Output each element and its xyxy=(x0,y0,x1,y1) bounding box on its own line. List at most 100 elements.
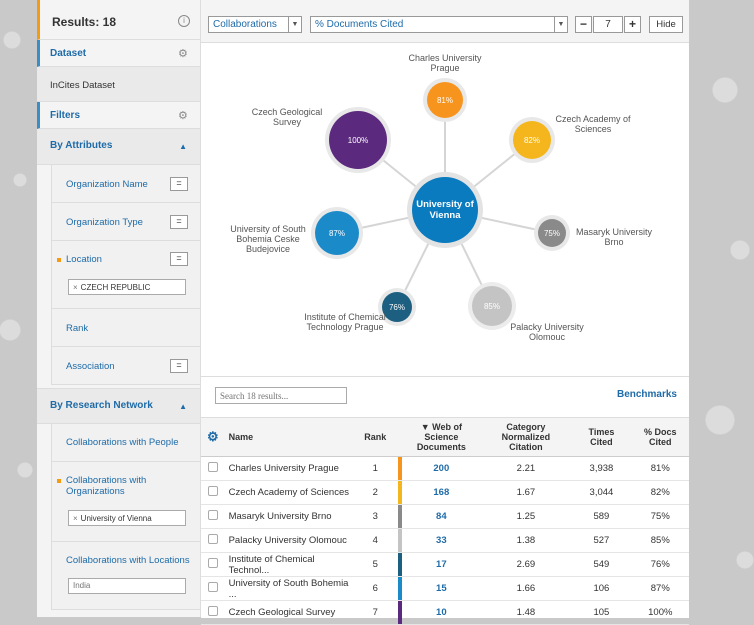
caret-up-icon[interactable]: ▲ xyxy=(179,142,187,151)
gear-icon[interactable]: ⚙ xyxy=(178,110,188,122)
remove-tag-icon[interactable]: × xyxy=(73,514,78,523)
row-times-cited: 3,938 xyxy=(571,456,632,481)
filter-equals-button[interactable]: = xyxy=(170,215,188,229)
node-pct: 76% xyxy=(389,303,405,312)
table-row[interactable]: Czech Geological Survey 7 10 1.48 105 100% xyxy=(201,600,689,625)
filter-rank[interactable]: Rank xyxy=(51,309,200,347)
metric-select[interactable]: % Documents Cited ▼ xyxy=(310,16,568,33)
row-checkbox[interactable] xyxy=(207,462,218,472)
node-palacky-university[interactable]: 85% xyxy=(468,282,516,330)
table-row[interactable]: University of South Bohemia ... 6 15 1.66 10… xyxy=(201,576,689,601)
app-window: Results: 18 i Dataset ⚙ InCites Dataset … xyxy=(37,0,689,625)
row-checkbox[interactable] xyxy=(207,582,218,592)
row-rank: 4 xyxy=(352,528,398,553)
row-cnc: 1.66 xyxy=(480,576,572,601)
col-name[interactable]: Name xyxy=(224,417,353,457)
row-checkbox[interactable] xyxy=(207,534,218,544)
increase-count-button[interactable]: + xyxy=(624,16,641,33)
collab-org-tag: University of Vienna xyxy=(80,514,152,523)
row-checkbox[interactable] xyxy=(207,606,218,616)
node-university-south-bohemia[interactable]: 87% xyxy=(311,207,363,259)
center-node[interactable] xyxy=(412,177,478,243)
node-label-czech-academy: Czech Academy of Sciences xyxy=(555,114,631,134)
row-wos-documents[interactable]: 10 xyxy=(402,600,481,625)
table-row[interactable]: Palacky University Olomouc 4 33 1.38 527 85% xyxy=(201,528,689,553)
col-rank[interactable]: Rank xyxy=(352,417,398,457)
row-checkbox-cell[interactable] xyxy=(201,528,225,553)
row-name[interactable]: Czech Geological Survey xyxy=(224,600,353,625)
filter-organization-name[interactable]: Organization Name = xyxy=(51,165,200,203)
info-icon[interactable]: i xyxy=(178,15,190,27)
active-filter-marker xyxy=(57,479,61,483)
col-times-cited[interactable]: Times Cited xyxy=(571,417,632,457)
row-checkbox-cell[interactable] xyxy=(201,552,225,577)
filter-collab-people[interactable]: Collaborations with People xyxy=(51,424,200,462)
benchmarks-link[interactable]: Benchmarks xyxy=(616,389,677,400)
col-category-normalized-citation[interactable]: Category Normalized Citation xyxy=(480,417,572,457)
row-checkbox[interactable] xyxy=(207,510,218,520)
row-pct-docs-cited: 81% xyxy=(631,456,689,481)
row-checkbox-cell[interactable] xyxy=(201,456,225,481)
row-checkbox[interactable] xyxy=(207,486,218,496)
hide-button[interactable]: Hide xyxy=(649,16,683,33)
row-name[interactable]: Czech Academy of Sciences xyxy=(224,480,353,505)
row-name[interactable]: Masaryk University Brno xyxy=(224,504,353,529)
table-row[interactable]: Institute of Chemical Technol... 5 17 2.69 5… xyxy=(201,552,689,577)
decrease-count-button[interactable]: − xyxy=(575,16,592,33)
row-cnc: 1.38 xyxy=(480,528,572,553)
col-wos-documents[interactable]: ▼ Web of Science Documents xyxy=(402,417,481,457)
row-checkbox-cell[interactable] xyxy=(201,504,225,529)
row-rank: 5 xyxy=(352,552,398,577)
dataset-header[interactable]: Dataset ⚙ xyxy=(37,40,200,67)
by-research-network-header[interactable]: By Research Network ▲ xyxy=(37,388,200,424)
node-institute-chemical-technology[interactable]: 76% xyxy=(378,288,416,326)
node-label-masaryk: Masaryk University Brno xyxy=(575,227,652,247)
row-wos-documents[interactable]: 168 xyxy=(402,480,481,505)
row-name[interactable]: Palacky University Olomouc xyxy=(224,528,353,553)
row-wos-documents[interactable]: 15 xyxy=(402,576,481,601)
collab-org-tag-input[interactable]: × University of Vienna xyxy=(68,510,186,526)
row-name[interactable]: Institute of Chemical Technol... xyxy=(224,552,353,577)
row-wos-documents[interactable]: 84 xyxy=(402,504,481,529)
node-czech-geological-survey[interactable]: 100% xyxy=(325,107,391,173)
table-row[interactable]: Masaryk University Brno 3 84 1.25 589 75% xyxy=(201,504,689,529)
column-settings[interactable]: ⚙ xyxy=(201,417,225,457)
node-masaryk-university[interactable]: 75% xyxy=(534,215,570,251)
filter-association[interactable]: Association = xyxy=(51,347,200,385)
row-name[interactable]: University of South Bohemia ... xyxy=(224,576,353,601)
row-checkbox-cell[interactable] xyxy=(201,480,225,505)
row-checkbox[interactable] xyxy=(207,558,218,568)
filter-equals-button[interactable]: = xyxy=(170,177,188,191)
caret-up-icon[interactable]: ▲ xyxy=(179,402,187,411)
row-checkbox-cell[interactable] xyxy=(201,576,225,601)
node-charles-university[interactable]: 81% xyxy=(423,78,467,122)
gear-icon[interactable]: ⚙ xyxy=(206,429,219,444)
search-input[interactable] xyxy=(215,387,347,404)
row-cnc: 1.48 xyxy=(480,600,572,625)
filter-organization-type-label: Organization Type xyxy=(66,217,143,228)
location-tag-input[interactable]: × CZECH REPUBLIC xyxy=(68,279,186,295)
row-checkbox-cell[interactable] xyxy=(201,600,225,625)
filter-equals-button[interactable]: = xyxy=(170,252,188,266)
node-czech-academy[interactable]: 82% xyxy=(509,117,555,163)
filter-collab-locations[interactable]: Collaborations with Locations xyxy=(51,542,200,610)
table-row[interactable]: Czech Academy of Sciences 2 168 1.67 3,044 82… xyxy=(201,480,689,505)
filter-collab-organizations[interactable]: Collaborations with Organizations × Unive… xyxy=(51,462,200,542)
row-wos-documents[interactable]: 33 xyxy=(402,528,481,553)
remove-tag-icon[interactable]: × xyxy=(73,283,78,292)
filter-location[interactable]: Location = × CZECH REPUBLIC xyxy=(51,241,200,309)
row-wos-documents[interactable]: 200 xyxy=(402,456,481,481)
filters-header[interactable]: Filters ⚙ xyxy=(37,102,200,129)
table-row[interactable]: Charles University Prague 1 200 2.21 3,938 81… xyxy=(201,456,689,481)
dataset-value-row[interactable]: InCites Dataset xyxy=(37,67,200,102)
row-name[interactable]: Charles University Prague xyxy=(224,456,353,481)
col-pct-docs-cited[interactable]: % Docs Cited xyxy=(631,417,689,457)
filter-organization-type[interactable]: Organization Type = xyxy=(51,203,200,241)
collab-locations-input[interactable] xyxy=(68,578,186,594)
filter-equals-button[interactable]: = xyxy=(170,359,188,373)
count-input[interactable]: 7 xyxy=(593,16,623,33)
gear-icon[interactable]: ⚙ xyxy=(178,48,188,60)
row-wos-documents[interactable]: 17 xyxy=(402,552,481,577)
view-select[interactable]: Collaborations ▼ xyxy=(208,16,302,33)
by-attributes-header[interactable]: By Attributes ▲ xyxy=(37,129,200,165)
